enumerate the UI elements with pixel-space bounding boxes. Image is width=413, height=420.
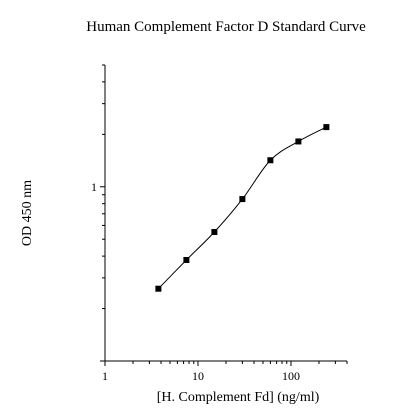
x-ticks: 1 10 100 <box>102 361 348 383</box>
data-point <box>295 138 302 145</box>
data-point <box>183 256 190 263</box>
chart-title: Human Complement Factor D Standard Curve <box>86 19 366 35</box>
data-point <box>239 196 246 203</box>
y-tick-label: 1 <box>91 180 97 194</box>
x-tick-label: 10 <box>192 369 204 383</box>
data-point <box>155 285 162 292</box>
x-tick-label: 100 <box>282 369 300 383</box>
series-layer <box>155 124 330 292</box>
y-axis-label: OD 450 nm <box>20 180 35 246</box>
x-axis-label: [H. Complement Fd] (ng/ml) <box>157 390 320 405</box>
x-tick-label: 1 <box>102 369 108 383</box>
data-point <box>267 157 274 164</box>
series-line <box>158 126 327 290</box>
y-ticks: 1 <box>91 64 105 362</box>
data-point <box>211 229 218 236</box>
data-point <box>323 124 330 131</box>
plot-area: 1 10 100 1 <box>91 64 348 383</box>
